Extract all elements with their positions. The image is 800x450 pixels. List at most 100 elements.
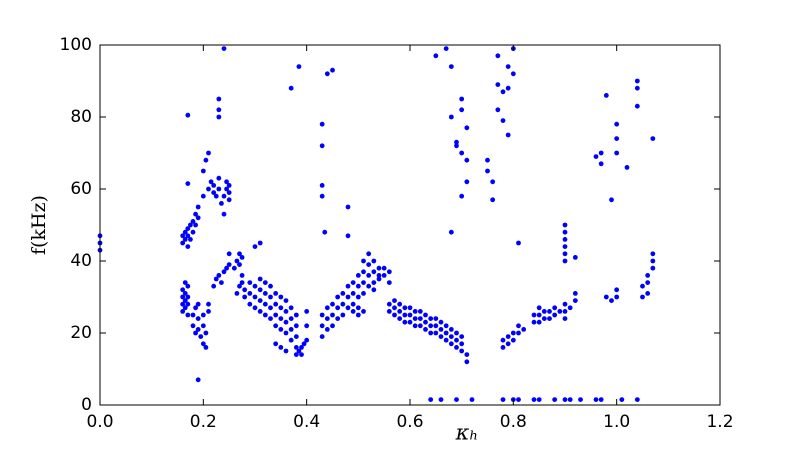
data-point <box>381 265 387 271</box>
data-point <box>505 341 511 347</box>
data-point <box>226 262 232 267</box>
data-point <box>182 298 188 303</box>
data-point <box>182 229 188 235</box>
y-tick-label: 40 <box>70 251 92 271</box>
data-point <box>634 103 640 109</box>
data-point <box>330 312 335 318</box>
data-point <box>640 283 645 289</box>
data-point <box>634 85 640 91</box>
data-point <box>464 352 470 357</box>
data-point <box>335 316 341 321</box>
data-point <box>208 179 214 185</box>
data-point <box>278 316 284 321</box>
data-point <box>397 309 403 314</box>
data-point <box>562 301 568 307</box>
data-point <box>443 337 449 343</box>
data-point <box>402 305 408 311</box>
data-point <box>386 309 392 314</box>
data-point <box>536 319 542 325</box>
data-point <box>283 309 289 314</box>
data-point <box>412 309 418 314</box>
data-point <box>614 287 620 293</box>
data-point <box>500 397 506 402</box>
data-point <box>355 273 361 278</box>
data-point <box>485 168 490 174</box>
data-point <box>371 280 377 285</box>
data-point <box>572 255 578 260</box>
data-point <box>288 316 294 321</box>
data-point <box>448 229 454 235</box>
data-point <box>219 201 224 206</box>
data-point <box>557 309 563 314</box>
data-point <box>278 345 284 350</box>
data-point <box>350 309 356 314</box>
data-point <box>324 71 330 77</box>
data-point <box>268 305 273 311</box>
data-point <box>598 161 604 167</box>
x-tick-label: 1.0 <box>603 412 630 432</box>
data-point <box>304 323 310 329</box>
data-point <box>371 287 377 293</box>
data-point <box>257 240 263 246</box>
data-point <box>593 397 599 402</box>
data-point <box>510 337 516 343</box>
data-point <box>541 309 547 314</box>
data-point <box>397 301 403 307</box>
data-point <box>593 154 599 160</box>
data-point <box>562 316 568 321</box>
data-point <box>216 273 222 278</box>
data-point <box>221 193 227 199</box>
data-point <box>361 269 366 275</box>
data-point <box>603 294 609 300</box>
data-point <box>239 273 245 278</box>
data-point <box>459 96 465 102</box>
data-point <box>190 219 196 224</box>
data-point <box>371 258 377 264</box>
data-point <box>448 114 454 120</box>
data-point <box>438 319 444 325</box>
data-point <box>438 327 444 332</box>
data-point <box>180 287 186 293</box>
data-point <box>257 287 263 293</box>
data-point <box>500 89 506 95</box>
data-point <box>180 233 186 239</box>
data-point <box>459 107 465 113</box>
data-point <box>552 305 558 311</box>
data-point <box>345 204 351 210</box>
data-point <box>185 312 191 318</box>
data-point <box>335 294 341 300</box>
data-point <box>226 190 232 196</box>
data-point <box>505 334 511 339</box>
data-point <box>226 251 232 257</box>
data-point <box>226 183 232 188</box>
data-point <box>423 312 428 318</box>
data-point <box>454 337 459 343</box>
data-point <box>510 330 516 336</box>
data-point <box>200 193 206 199</box>
data-point <box>614 121 620 127</box>
data-point <box>221 269 227 275</box>
data-point <box>386 301 392 307</box>
data-point <box>273 341 279 347</box>
x-tick-label: 0.4 <box>293 412 320 432</box>
data-point <box>304 309 310 314</box>
y-axis-label: f(kHz) <box>28 195 50 255</box>
data-point <box>273 312 279 318</box>
data-point <box>562 244 568 250</box>
data-point <box>598 397 604 402</box>
data-point <box>221 211 227 217</box>
data-point <box>188 237 193 242</box>
data-point <box>355 305 361 311</box>
data-point <box>609 298 614 303</box>
data-point <box>278 294 284 300</box>
data-point <box>224 179 229 185</box>
data-point <box>614 294 620 300</box>
data-point <box>428 397 434 402</box>
data-point <box>650 265 656 271</box>
data-point <box>203 157 209 163</box>
data-point <box>234 258 240 264</box>
data-point <box>609 197 614 203</box>
data-point <box>324 316 330 321</box>
data-point <box>650 136 656 142</box>
